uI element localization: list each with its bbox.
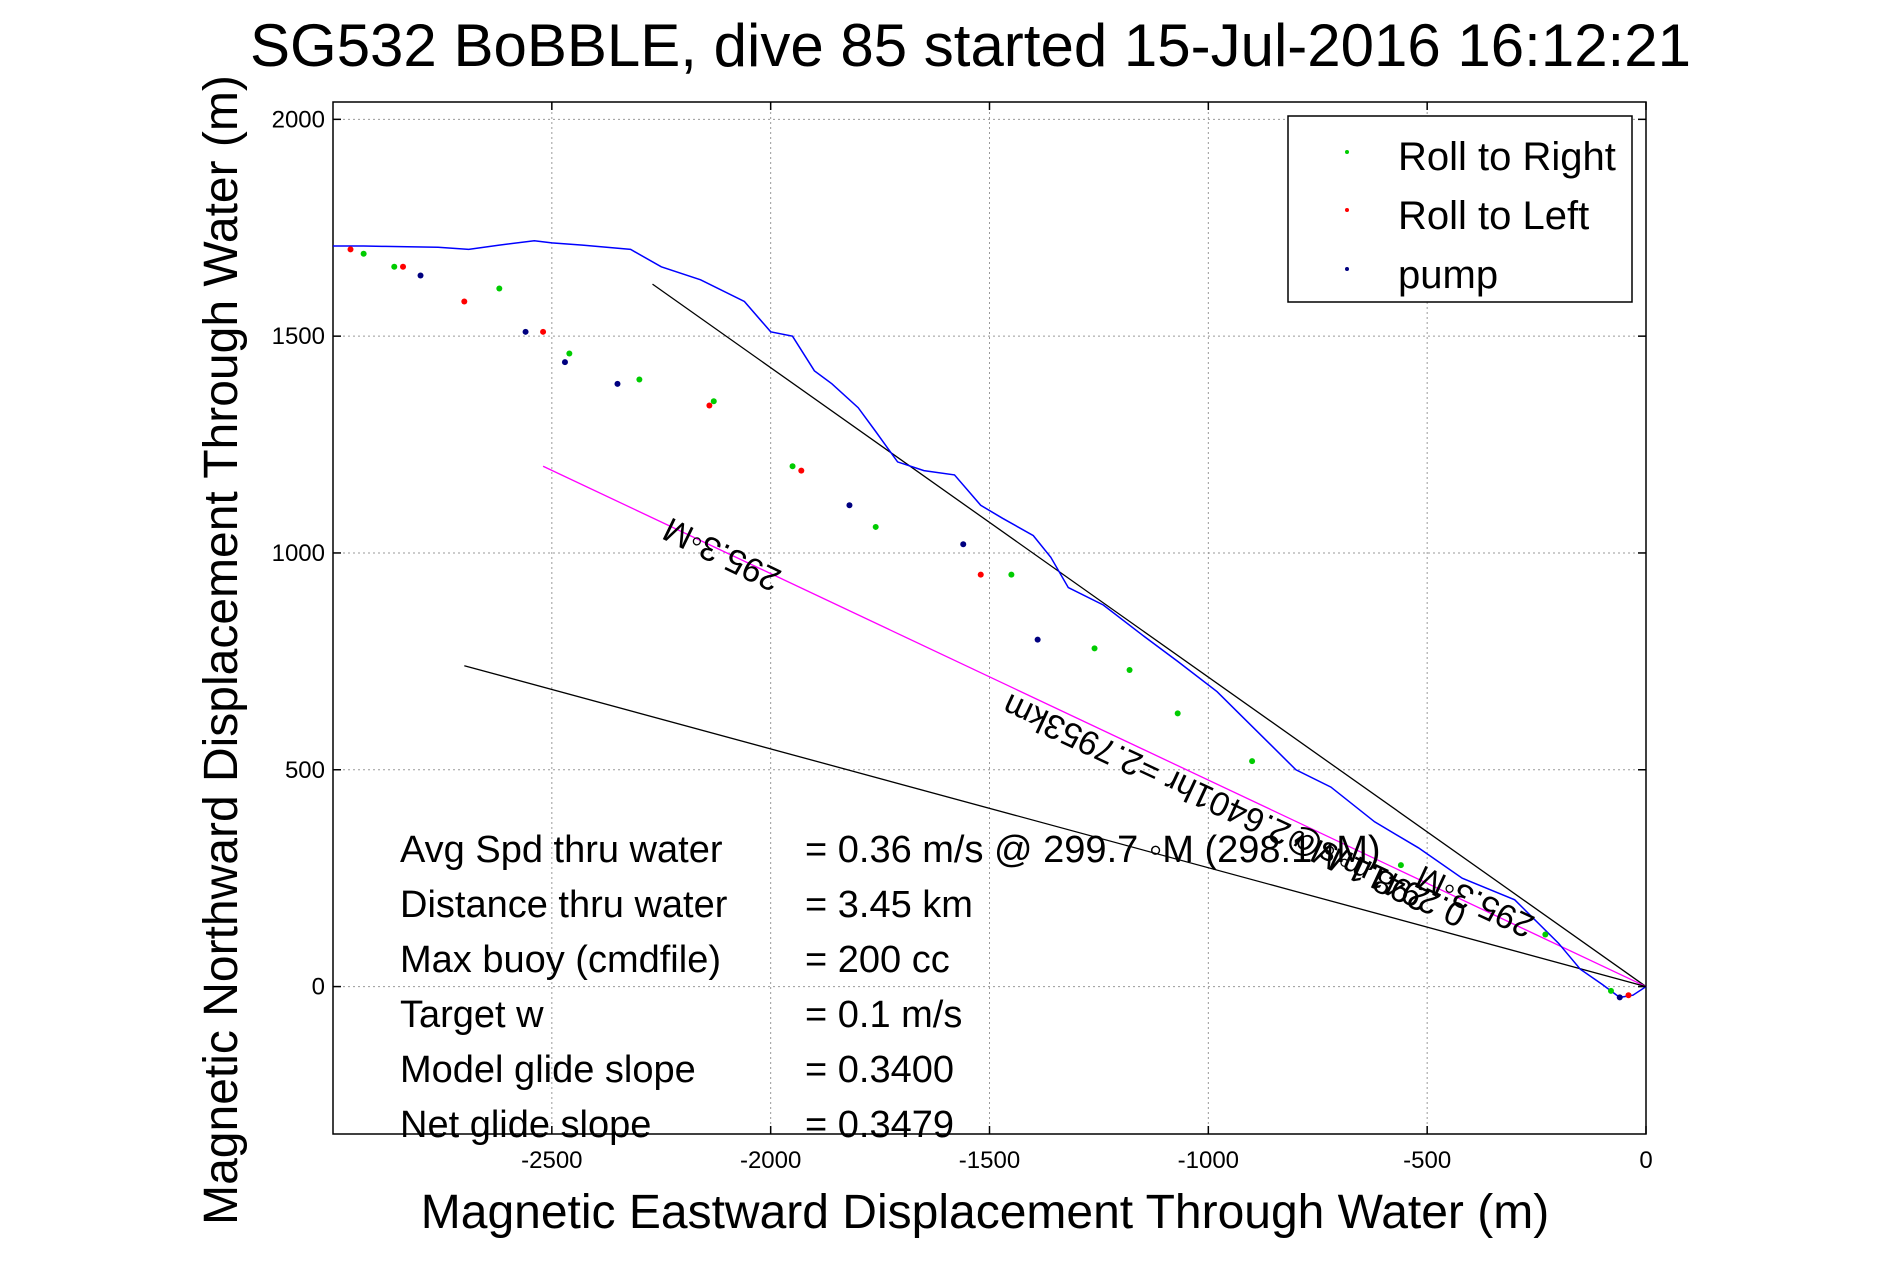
- stat-label-avg-speed: Avg Spd thru water: [400, 829, 723, 871]
- line-annotation: 295.3◦M: [657, 510, 786, 599]
- marker-roll-right: [1397, 862, 1404, 869]
- stat-value-max-buoy: = 200 cc: [805, 939, 950, 981]
- marker-pump: [522, 328, 529, 335]
- marker-roll-right: [391, 263, 398, 270]
- marker-roll-left: [461, 298, 468, 305]
- x-tick-label: -1000: [1178, 1147, 1239, 1174]
- marker-roll-right: [496, 285, 503, 292]
- stat-value-target-w: = 0.1 m/s: [805, 994, 962, 1036]
- marker-roll-right: [1174, 710, 1181, 717]
- dive-track: [333, 240, 1647, 999]
- x-tick-label: -2000: [740, 1147, 801, 1174]
- x-tick-label: -1500: [959, 1147, 1020, 1174]
- y-tick-label: 1500: [272, 323, 325, 350]
- marker-pump: [561, 359, 568, 366]
- marker-roll-right: [360, 250, 367, 257]
- marker-roll-right: [710, 398, 717, 405]
- line-annotation: 295.3◦M: [1410, 857, 1540, 944]
- marker-roll-right: [1542, 931, 1549, 938]
- y-tick-label: 1000: [272, 540, 325, 567]
- marker-pump: [1616, 994, 1623, 1001]
- legend-marker-pump: [1345, 267, 1349, 271]
- marker-roll-right: [872, 523, 879, 530]
- y-tick-label: 0: [312, 974, 325, 1001]
- marker-roll-left: [977, 571, 984, 578]
- marker-roll-left: [798, 467, 805, 474]
- marker-roll-left: [540, 328, 547, 335]
- x-axis-label: Magnetic Eastward Displacement Through W…: [421, 1186, 1549, 1239]
- stat-value-avg-speed: = 0.36 m/s @ 299.7 ◦M (298.1 ◦M): [805, 829, 1381, 871]
- reference-line: [464, 665, 1647, 988]
- marker-roll-right: [636, 376, 643, 383]
- marker-roll-right: [789, 463, 796, 470]
- y-tick-label: 2000: [272, 106, 325, 133]
- marker-pump: [1034, 636, 1041, 643]
- stat-label-model-glide: Model glide slope: [400, 1049, 696, 1091]
- marker-roll-left: [1625, 992, 1632, 999]
- x-tick-label: -2500: [521, 1147, 582, 1174]
- x-tick-label: -500: [1403, 1147, 1451, 1174]
- axis-ticks: -2500 -2000 -1500 -1000 -500 0 0 500 1000 1500 200…: [272, 102, 1653, 1174]
- y-tick-label: 500: [285, 757, 325, 784]
- marker-pump: [614, 380, 621, 387]
- track-line: [333, 240, 1647, 999]
- stats-block: Avg Spd thru water = 0.36 m/s @ 299.7 ◦M…: [400, 829, 1381, 1146]
- reference-lines: [464, 283, 1647, 988]
- marker-roll-right: [1249, 758, 1256, 765]
- marker-roll-left: [347, 246, 354, 253]
- y-axis-label: Magnetic Northward Displacement Through …: [195, 75, 248, 1225]
- legend-label-pump: pump: [1398, 253, 1498, 297]
- marker-pump: [417, 272, 424, 279]
- stat-value-model-glide: = 0.3400: [805, 1049, 954, 1091]
- line-annotations: 295.3◦M0.2941m/s@2.6401hr =2.7953km298.1…: [657, 510, 1540, 945]
- legend: Roll to Right Roll to Left pump: [1287, 115, 1633, 303]
- marker-roll-left: [400, 263, 407, 270]
- legend-label-roll-left: Roll to Left: [1398, 194, 1589, 238]
- legend-label-roll-right: Roll to Right: [1398, 135, 1616, 179]
- marker-roll-right: [1091, 645, 1098, 652]
- stat-value-distance: = 3.45 km: [805, 884, 973, 926]
- x-tick-label: 0: [1639, 1147, 1652, 1174]
- reference-line: [542, 465, 1647, 988]
- reference-line: [652, 283, 1647, 988]
- marker-roll-right: [1126, 667, 1133, 674]
- stat-label-max-buoy: Max buoy (cmdfile): [400, 939, 721, 981]
- marker-roll-right: [566, 350, 573, 357]
- track-markers: [347, 246, 1632, 1001]
- marker-pump: [846, 502, 853, 509]
- marker-roll-right: [1607, 987, 1614, 994]
- stat-value-net-glide: = 0.3479: [805, 1104, 954, 1146]
- chart-title: SG532 BoBBLE, dive 85 started 15-Jul-201…: [250, 12, 1691, 79]
- marker-roll-right: [1008, 571, 1015, 578]
- stat-label-net-glide: Net glide slope: [400, 1104, 651, 1146]
- legend-marker-roll-right: [1345, 150, 1349, 154]
- legend-marker-roll-left: [1345, 208, 1349, 212]
- stat-label-target-w: Target w: [400, 994, 544, 1036]
- marker-pump: [960, 541, 967, 548]
- marker-roll-left: [706, 402, 713, 409]
- stat-label-distance: Distance thru water: [400, 884, 728, 926]
